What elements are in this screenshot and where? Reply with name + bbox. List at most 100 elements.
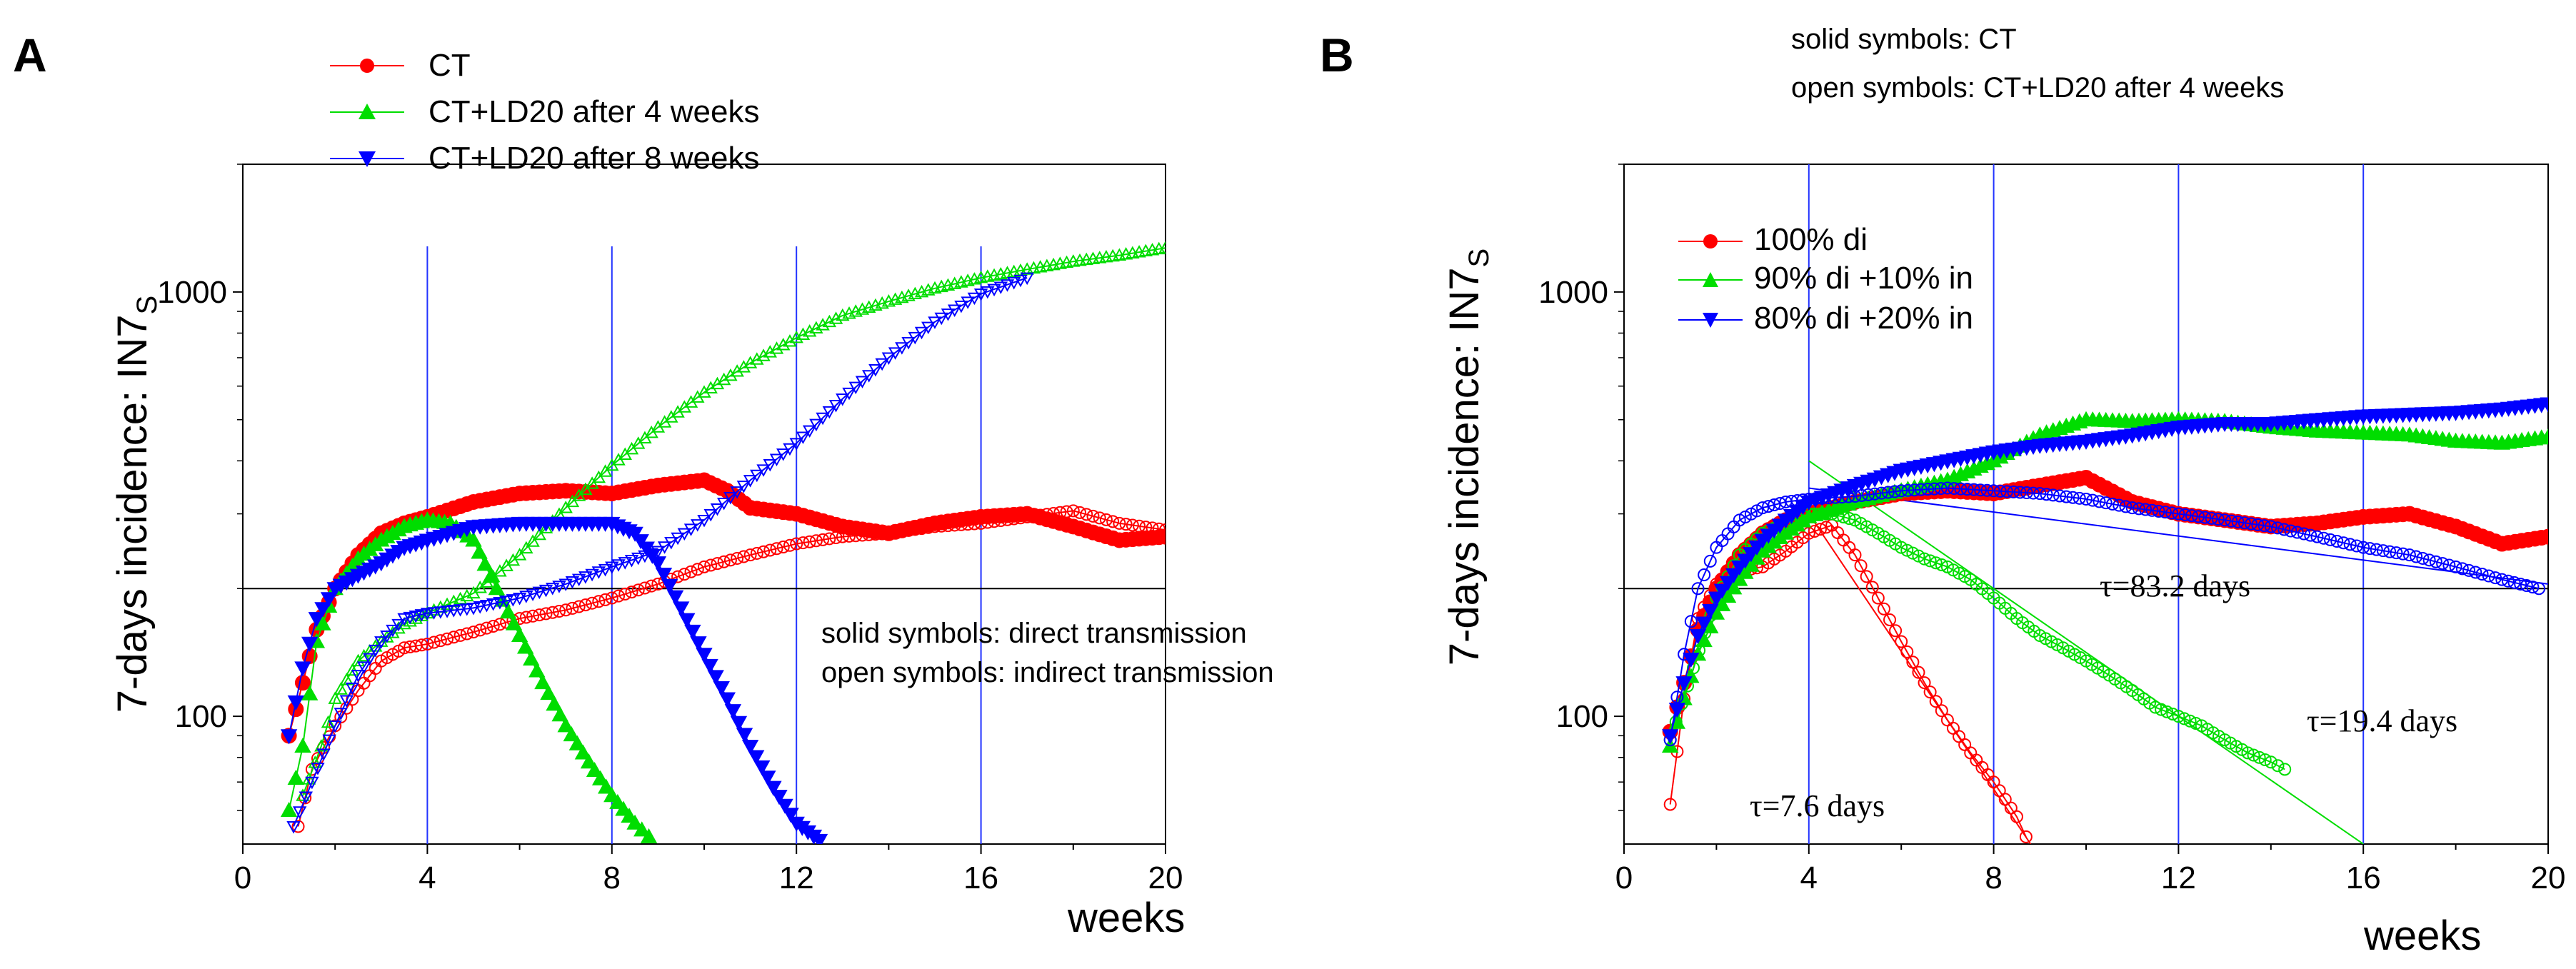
data-point <box>750 352 764 365</box>
panel-a-note-open: open symbols: indirect transmission <box>821 657 1274 688</box>
data-point <box>433 634 447 648</box>
data-point <box>631 552 646 566</box>
data-point <box>591 770 609 785</box>
data-point <box>868 528 882 541</box>
data-point <box>1126 518 1139 532</box>
data-point <box>895 342 909 355</box>
data-point <box>1725 579 1743 595</box>
data-point <box>1895 541 1908 554</box>
data-point <box>783 334 797 347</box>
data-point <box>756 348 771 361</box>
data-point <box>2383 545 2397 558</box>
data-point <box>723 553 737 567</box>
data-point <box>538 584 553 598</box>
data-point <box>763 458 777 472</box>
data-point <box>671 570 685 583</box>
data-point <box>981 286 995 299</box>
data-point <box>1860 570 1873 583</box>
data-point <box>2436 557 2450 571</box>
data-point <box>750 469 764 483</box>
data-point <box>921 521 935 534</box>
data-point <box>2455 562 2469 576</box>
data-point <box>2192 510 2205 523</box>
data-point <box>1683 653 1700 668</box>
data-point <box>718 692 736 708</box>
data-point <box>822 406 837 419</box>
data-point <box>1802 492 1815 506</box>
data-point <box>1719 576 1737 591</box>
data-point <box>1060 505 1073 518</box>
data-point <box>403 614 417 627</box>
data-point <box>2396 547 2410 561</box>
data-point <box>479 600 494 613</box>
data-point <box>783 538 796 552</box>
data-point <box>1796 493 1810 506</box>
data-point <box>374 636 389 649</box>
data-point <box>447 631 461 644</box>
data-point <box>1865 581 1879 594</box>
data-point <box>1086 509 1100 523</box>
data-point <box>1808 524 1821 538</box>
data-point <box>1967 483 1980 496</box>
series-line <box>297 510 1166 827</box>
legend-label: 80% di +20% in <box>1754 301 1973 336</box>
data-point <box>2330 535 2344 548</box>
data-point <box>540 685 557 701</box>
data-point <box>633 821 651 837</box>
data-point <box>1912 549 1925 563</box>
data-point <box>2343 538 2357 551</box>
data-point <box>698 560 711 573</box>
x-tick-label: 0 <box>1615 860 1633 895</box>
panel-a-note-solid: solid symbols: direct transmission <box>821 618 1247 649</box>
data-point <box>1684 615 1698 628</box>
data-point <box>287 769 304 785</box>
data-point <box>901 337 916 350</box>
data-point <box>1929 695 1943 708</box>
data-point <box>1703 554 1717 568</box>
data-point <box>1960 483 1974 496</box>
data-point <box>632 534 649 550</box>
data-point <box>585 476 599 489</box>
data-point <box>519 611 533 624</box>
data-point <box>558 501 573 513</box>
data-point <box>294 738 311 753</box>
data-point <box>697 385 711 398</box>
data-point <box>704 558 718 572</box>
data-point <box>391 618 406 632</box>
data-point <box>1923 686 1937 699</box>
data-point <box>756 464 771 477</box>
panel-a-plot-area <box>242 164 1166 845</box>
data-point <box>1888 485 1901 498</box>
data-point <box>1702 603 1719 620</box>
data-point <box>369 644 383 658</box>
data-point <box>2066 491 2080 504</box>
data-point <box>856 528 869 542</box>
panel-b-x-axis-title: weeks <box>2363 913 2481 959</box>
data-point <box>1007 277 1021 290</box>
data-point <box>296 788 310 801</box>
data-point <box>1883 613 1897 626</box>
data-point <box>1908 483 1921 497</box>
data-point <box>1159 523 1166 537</box>
data-point <box>2211 513 2225 526</box>
data-point <box>1848 548 1862 562</box>
data-point <box>1843 512 1856 526</box>
y-tick-label: 100 <box>175 699 227 734</box>
data-point <box>2376 544 2390 558</box>
data-point <box>511 626 528 643</box>
data-point <box>1980 483 1994 497</box>
data-point <box>1900 645 1914 658</box>
data-point <box>426 607 441 620</box>
data-point <box>2178 508 2192 521</box>
data-point <box>757 545 771 558</box>
data-point <box>294 675 311 691</box>
data-point <box>568 735 586 750</box>
data-point <box>2177 712 2191 726</box>
x-tick-label: 16 <box>2346 860 2381 895</box>
data-point <box>2053 489 2067 503</box>
data-point <box>2132 502 2145 516</box>
data-point <box>2251 518 2265 531</box>
data-point <box>809 418 823 432</box>
data-point <box>1820 521 1833 534</box>
data-point <box>973 288 988 301</box>
